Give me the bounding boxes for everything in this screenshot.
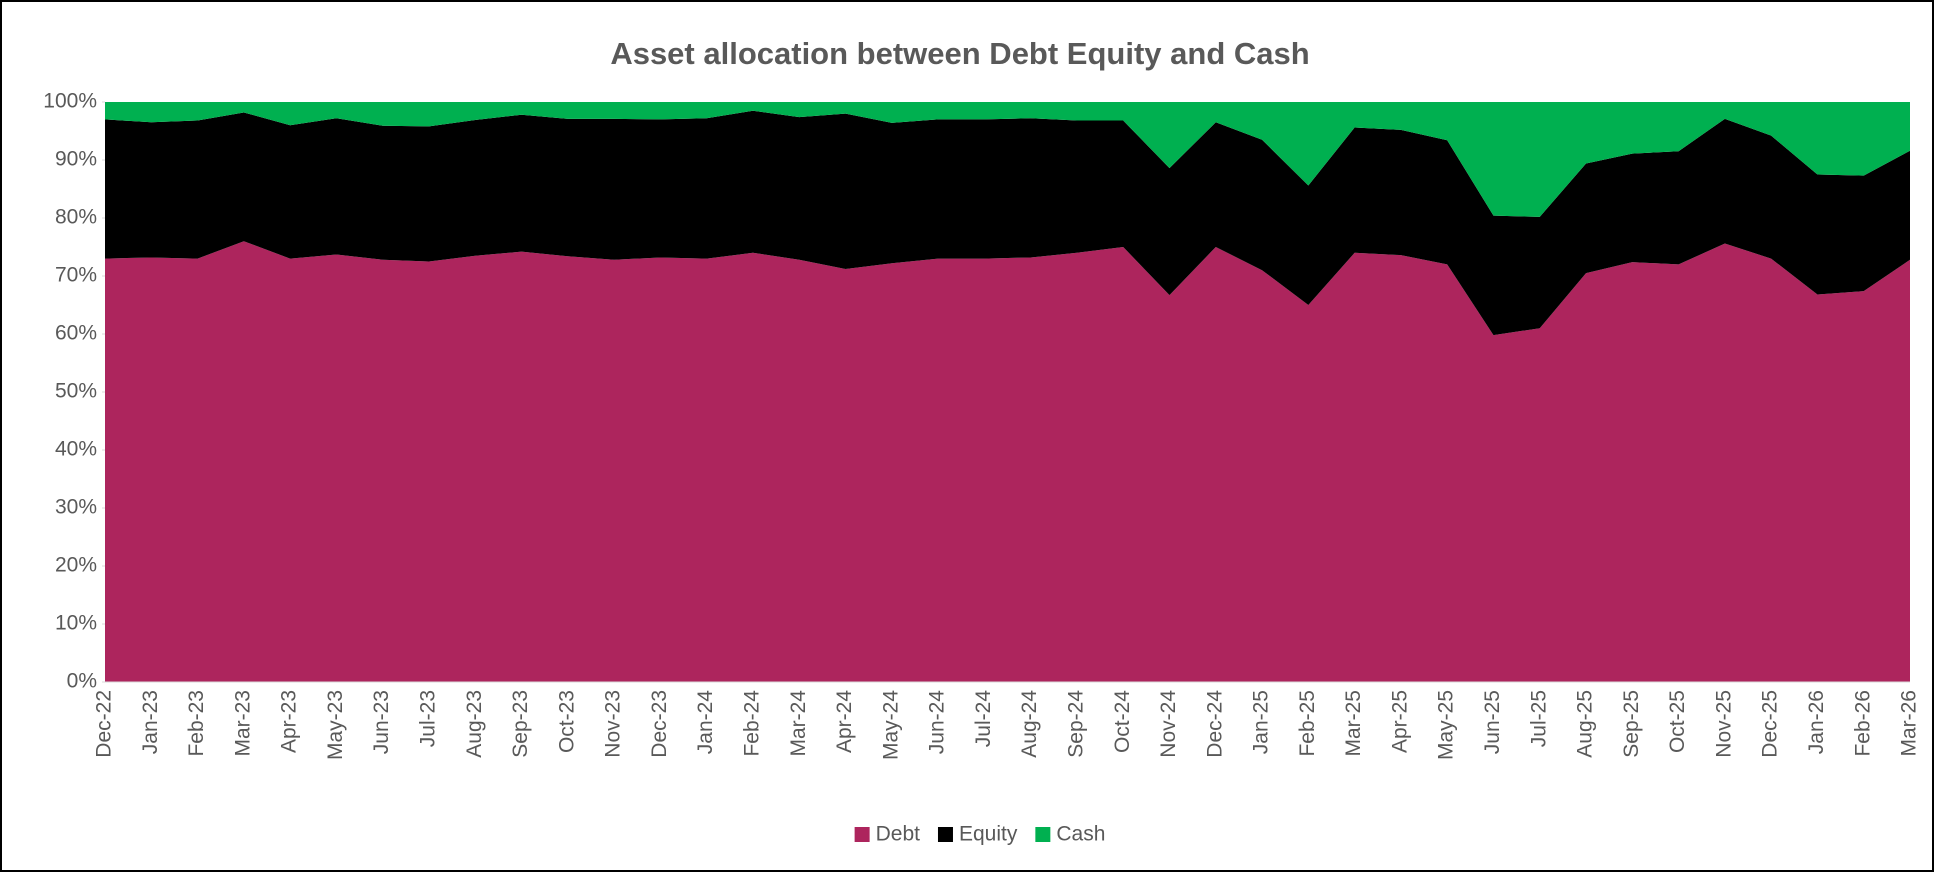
y-tick-label: 80% (55, 206, 97, 229)
x-tick-label: May-25 (1435, 690, 1458, 760)
area (105, 110, 1910, 336)
x-tick-label: Dec-24 (1203, 690, 1226, 758)
x-tick-label: Feb-26 (1851, 690, 1874, 757)
y-tick-label: 20% (55, 554, 97, 577)
chart-title: Asset allocation between Debt Equity and… (610, 36, 1309, 71)
legend-label: Cash (1056, 823, 1105, 846)
x-tick-label: Mar-25 (1342, 690, 1365, 757)
x-tick-label: Nov-25 (1712, 690, 1735, 758)
area (105, 241, 1910, 682)
legend-swatch (1035, 827, 1051, 842)
x-tick-label: Nov-24 (1157, 690, 1180, 758)
y-tick-label: 70% (55, 264, 97, 287)
x-tick-label: Jun-24 (926, 690, 949, 755)
y-tick-label: 100% (43, 90, 97, 113)
x-tick-label: Jan-26 (1805, 690, 1828, 754)
x-tick-label: Jan-24 (694, 690, 717, 755)
x-tick-label: Nov-23 (602, 690, 625, 758)
x-tick-label: Apr-24 (833, 690, 856, 753)
x-tick-label: Jul-23 (417, 690, 440, 747)
y-tick-label: 10% (55, 612, 97, 635)
x-tick-label: Feb-25 (1296, 690, 1319, 757)
x-tick-label: May-24 (879, 690, 902, 760)
y-tick-label: 30% (55, 496, 97, 519)
x-tick-label: Dec-22 (93, 690, 116, 758)
legend-swatch (854, 827, 870, 842)
x-tick-label: Aug-25 (1574, 690, 1597, 758)
x-tick-label: Oct-23 (555, 690, 578, 753)
x-tick-label: Jan-25 (1250, 690, 1273, 754)
x-tick-label: Jun-23 (370, 690, 393, 754)
x-tick-label: Sep-23 (509, 690, 532, 758)
y-tick-label: 90% (55, 148, 97, 171)
x-tick-label: Sep-24 (1064, 690, 1087, 758)
x-tick-label: Mar-24 (787, 690, 810, 757)
legend-label: Equity (959, 823, 1018, 846)
x-tick-label: Feb-24 (740, 690, 763, 757)
x-tick-label: Dec-25 (1759, 690, 1782, 758)
x-tick-label: Apr-25 (1388, 690, 1411, 753)
x-tick-label: Aug-24 (1018, 690, 1041, 758)
x-tick-label: Jan-23 (139, 690, 162, 754)
x-tick-label: May-23 (324, 690, 347, 760)
x-tick-label: Oct-24 (1111, 690, 1134, 753)
x-tick-label: Sep-25 (1620, 690, 1643, 758)
x-tick-label: Jun-25 (1481, 690, 1504, 754)
y-tick-label: 0% (67, 670, 97, 693)
area (105, 102, 1910, 217)
x-tick-label: Apr-23 (278, 690, 301, 753)
legend-swatch (937, 827, 953, 842)
x-tick-label: Dec-23 (648, 690, 671, 758)
x-tick-label: Aug-23 (463, 690, 486, 758)
y-tick-label: 50% (55, 380, 97, 403)
x-tick-label: Oct-25 (1666, 690, 1689, 753)
x-tick-label: Jul-25 (1527, 690, 1550, 747)
x-tick-label: Feb-23 (185, 690, 208, 757)
x-tick-label: Mar-26 (1898, 690, 1921, 757)
x-tick-label: Jul-24 (972, 690, 995, 748)
legend-label: Debt (876, 823, 921, 846)
y-tick-label: 60% (55, 322, 97, 345)
x-tick-label: Mar-23 (231, 690, 254, 757)
y-tick-label: 40% (55, 438, 97, 461)
